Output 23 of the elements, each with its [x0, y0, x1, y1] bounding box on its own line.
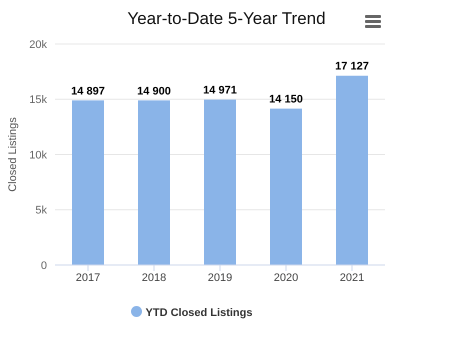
y-axis-title: Closed Listings: [6, 116, 19, 192]
chart-title: Year-to-Date 5-Year Trend: [126, 8, 327, 30]
bar: [270, 108, 302, 265]
x-tick-label: 2020: [274, 272, 298, 284]
x-tick-label: 2018: [142, 272, 166, 284]
bar: [204, 100, 236, 265]
bar: [138, 100, 170, 265]
bar: [72, 100, 104, 265]
x-tick-label: 2021: [340, 272, 364, 284]
x-tick-label: 2017: [76, 272, 100, 284]
y-tick-label: 0: [40, 260, 47, 272]
data-label: 14 897: [71, 85, 105, 98]
y-tick-label: 15k: [29, 94, 48, 106]
y-tick-label: 20k: [29, 38, 48, 51]
data-label: 17 127: [335, 60, 369, 73]
data-label: 14 900: [137, 85, 171, 98]
y-tick-label: 10k: [29, 149, 48, 162]
bar: [336, 76, 368, 265]
legend-label: YTD Closed Listings: [146, 307, 252, 319]
data-label: 14 971: [203, 84, 237, 97]
data-label: 14 150: [269, 94, 303, 106]
x-tick-label: 2019: [208, 272, 232, 284]
y-tick-label: 5k: [35, 204, 48, 217]
